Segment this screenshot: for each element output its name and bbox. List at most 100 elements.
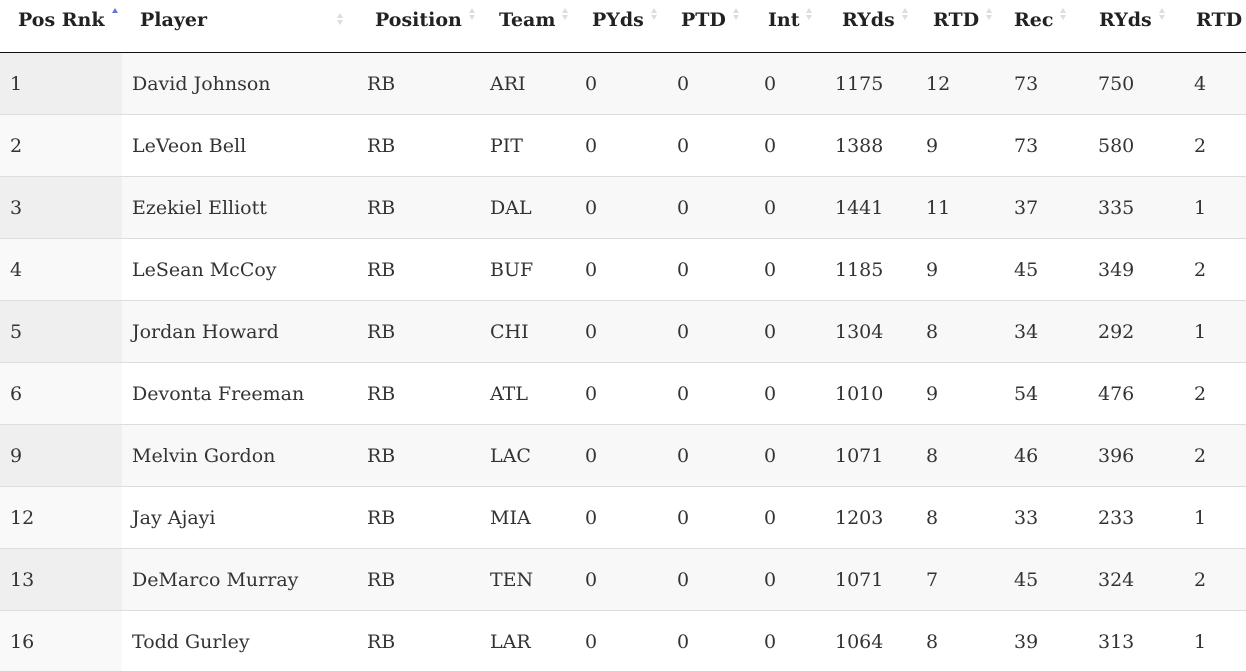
table-row: 9 Melvin Gordon RB LAC 0 0 0 1071 8 46 396 2 <box>0 424 1246 487</box>
sort-ascending-icon <box>111 7 120 21</box>
rush-td-cell: 7 <box>925 548 1013 611</box>
column-header-rec[interactable]: Rec <box>1013 0 1096 53</box>
sort-icon <box>561 7 570 21</box>
position-cell: RB <box>367 300 490 363</box>
rush-yds-cell: 1071 <box>835 424 925 487</box>
pass-td-cell: 0 <box>674 610 761 671</box>
pass-td-cell: 0 <box>674 52 761 115</box>
column-header-int[interactable]: Int <box>761 0 835 53</box>
rec-td-cell: 2 <box>1190 238 1246 301</box>
column-header-player[interactable]: Player <box>122 0 367 53</box>
table-row: 13 DeMarco Murray RB TEN 0 0 0 1071 7 45 324 2 <box>0 548 1246 611</box>
column-header-label: RTD <box>933 9 980 31</box>
rec-yds-cell: 233 <box>1096 486 1190 549</box>
position-cell: RB <box>367 548 490 611</box>
table-body: 1 David Johnson RB ARI 0 0 0 1175 12 73 750 4 2 LeVeo… <box>0 52 1246 671</box>
rec-td-cell: 1 <box>1190 486 1246 549</box>
rank-cell: 16 <box>0 610 122 671</box>
rec-cell: 37 <box>1013 176 1096 239</box>
rec-cell: 33 <box>1013 486 1096 549</box>
rec-td-cell: 1 <box>1190 300 1246 363</box>
rec-cell: 45 <box>1013 238 1096 301</box>
rec-yds-cell: 349 <box>1096 238 1190 301</box>
rec-yds-cell: 313 <box>1096 610 1190 671</box>
team-cell: TEN <box>490 548 585 611</box>
rank-cell: 12 <box>0 486 122 549</box>
sort-icon <box>650 7 659 21</box>
column-header-label: Pos Rnk <box>18 9 105 31</box>
column-header-label: Player <box>140 9 207 31</box>
position-cell: RB <box>367 362 490 425</box>
player-name-cell: LeVeon Bell <box>122 114 367 177</box>
rec-yds-cell: 750 <box>1096 52 1190 115</box>
player-name-cell: Devonta Freeman <box>122 362 367 425</box>
rush-yds-cell: 1203 <box>835 486 925 549</box>
rec-yds-cell: 396 <box>1096 424 1190 487</box>
header-row: Pos Rnk Player Position Team PYds PTD In… <box>0 0 1246 53</box>
team-cell: DAL <box>490 176 585 239</box>
column-header-receiving-yds[interactable]: RYds <box>1096 0 1190 53</box>
position-cell: RB <box>367 486 490 549</box>
column-header-rushing-yds[interactable]: RYds <box>835 0 925 53</box>
rank-cell: 5 <box>0 300 122 363</box>
rush-td-cell: 8 <box>925 424 1013 487</box>
player-name-cell: Jordan Howard <box>122 300 367 363</box>
column-header-label: PYds <box>592 9 644 31</box>
team-cell: PIT <box>490 114 585 177</box>
int-cell: 0 <box>761 176 835 239</box>
team-cell: ARI <box>490 52 585 115</box>
pass-yds-cell: 0 <box>585 424 674 487</box>
rush-td-cell: 8 <box>925 300 1013 363</box>
rank-cell: 13 <box>0 548 122 611</box>
column-header-pyds[interactable]: PYds <box>585 0 674 53</box>
rec-td-cell: 1 <box>1190 610 1246 671</box>
rank-cell: 9 <box>0 424 122 487</box>
pass-td-cell: 0 <box>674 300 761 363</box>
position-cell: RB <box>367 114 490 177</box>
rec-td-cell: 4 <box>1190 52 1246 115</box>
rush-td-cell: 9 <box>925 114 1013 177</box>
pass-yds-cell: 0 <box>585 610 674 671</box>
column-header-pos-rnk[interactable]: Pos Rnk <box>0 0 122 53</box>
int-cell: 0 <box>761 486 835 549</box>
pass-td-cell: 0 <box>674 238 761 301</box>
rec-cell: 73 <box>1013 52 1096 115</box>
rush-yds-cell: 1304 <box>835 300 925 363</box>
table-row: 1 David Johnson RB ARI 0 0 0 1175 12 73 750 4 <box>0 52 1246 115</box>
pass-yds-cell: 0 <box>585 176 674 239</box>
rush-td-cell: 8 <box>925 610 1013 671</box>
column-header-ptd[interactable]: PTD <box>674 0 761 53</box>
pass-yds-cell: 0 <box>585 486 674 549</box>
rush-yds-cell: 1010 <box>835 362 925 425</box>
column-header-position[interactable]: Position <box>367 0 490 53</box>
column-header-receiving-td[interactable]: RTD <box>1190 0 1246 53</box>
rank-cell: 1 <box>0 52 122 115</box>
rush-yds-cell: 1388 <box>835 114 925 177</box>
rush-td-cell: 11 <box>925 176 1013 239</box>
rec-td-cell: 2 <box>1190 424 1246 487</box>
rank-cell: 6 <box>0 362 122 425</box>
table-row: 12 Jay Ajayi RB MIA 0 0 0 1203 8 33 233 1 <box>0 486 1246 549</box>
column-header-team[interactable]: Team <box>490 0 585 53</box>
position-cell: RB <box>367 424 490 487</box>
position-cell: RB <box>367 238 490 301</box>
player-name-cell: Jay Ajayi <box>122 486 367 549</box>
rec-cell: 54 <box>1013 362 1096 425</box>
position-cell: RB <box>367 52 490 115</box>
team-cell: MIA <box>490 486 585 549</box>
rec-td-cell: 2 <box>1190 548 1246 611</box>
rush-td-cell: 12 <box>925 52 1013 115</box>
pass-yds-cell: 0 <box>585 52 674 115</box>
column-header-label: PTD <box>681 9 726 31</box>
player-name-cell: Todd Gurley <box>122 610 367 671</box>
column-header-rushing-td[interactable]: RTD <box>925 0 1013 53</box>
team-cell: LAC <box>490 424 585 487</box>
rush-yds-cell: 1175 <box>835 52 925 115</box>
int-cell: 0 <box>761 424 835 487</box>
rush-td-cell: 9 <box>925 238 1013 301</box>
player-name-cell: Melvin Gordon <box>122 424 367 487</box>
position-cell: RB <box>367 176 490 239</box>
column-header-label: RYds <box>842 9 895 31</box>
pass-yds-cell: 0 <box>585 238 674 301</box>
player-name-cell: DeMarco Murray <box>122 548 367 611</box>
